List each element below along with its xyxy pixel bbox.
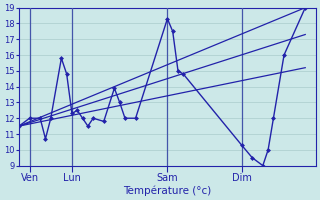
X-axis label: Température (°c): Température (°c): [123, 185, 212, 196]
